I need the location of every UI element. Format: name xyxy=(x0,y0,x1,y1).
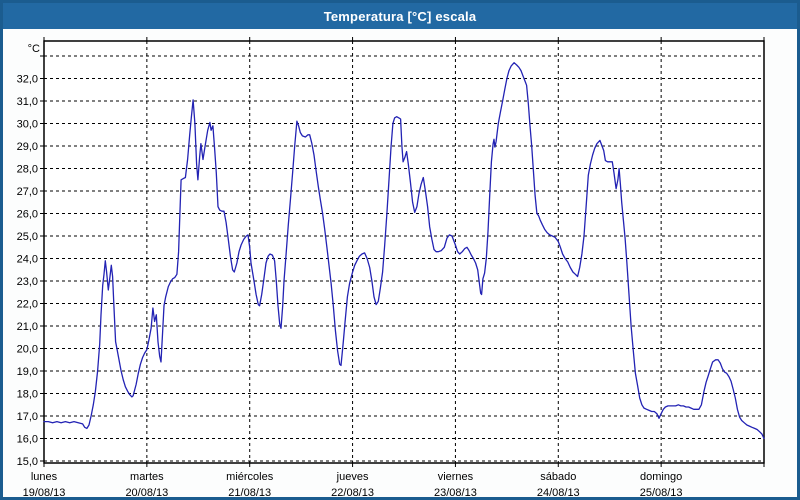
y-tick-label: 19,0 xyxy=(17,366,38,378)
plot-area xyxy=(44,41,764,463)
y-tick-label: 15,0 xyxy=(17,456,38,468)
day-date-label: 24/08/13 xyxy=(537,487,580,497)
plot-border xyxy=(43,40,765,464)
page-title: Temperatura [°C] escala xyxy=(323,8,477,24)
y-tick-label: 17,0 xyxy=(17,411,38,423)
y-tick-label: 16,0 xyxy=(17,434,38,446)
y-tick-label: 32,0 xyxy=(17,74,38,86)
y-tick-label: 26,0 xyxy=(17,209,38,221)
y-tick-label: 24,0 xyxy=(17,254,38,266)
y-tick-label: 21,0 xyxy=(17,321,38,333)
day-name-label: lunes xyxy=(31,471,58,483)
y-tick-label: 30,0 xyxy=(17,119,38,131)
day-date-label: 22/08/13 xyxy=(331,487,374,497)
y-tick-label: 29,0 xyxy=(17,141,38,153)
y-tick-label: 28,0 xyxy=(17,164,38,176)
day-name-label: jueves xyxy=(336,471,369,483)
y-tick-label: 18,0 xyxy=(17,389,38,401)
day-name-label: martes xyxy=(130,471,164,483)
day-date-label: 25/08/13 xyxy=(640,487,683,497)
day-name-label: domingo xyxy=(640,471,682,483)
day-date-label: 23/08/13 xyxy=(434,487,477,497)
y-tick-label: 23,0 xyxy=(17,276,38,288)
title-bar: Temperatura [°C] escala xyxy=(3,3,797,29)
y-tick-label: 31,0 xyxy=(17,96,38,108)
y-tick-label: 20,0 xyxy=(17,344,38,356)
y-tick-label: 27,0 xyxy=(17,186,38,198)
y-unit-label: °C xyxy=(28,43,40,55)
day-date-label: 20/08/13 xyxy=(125,487,168,497)
y-tick-label: 22,0 xyxy=(17,299,38,311)
temperature-line xyxy=(43,62,765,440)
day-date-label: 19/08/13 xyxy=(23,487,66,497)
day-name-label: sábado xyxy=(540,471,576,483)
day-name-label: miércoles xyxy=(226,471,274,483)
day-date-label: 21/08/13 xyxy=(228,487,271,497)
day-name-label: viernes xyxy=(438,471,474,483)
temperature-chart: 15,0 16,0 17,0 18,0 19,0 20,0 21,0 22,0 23,0 24,0… xyxy=(17,37,765,497)
y-tick-label: 25,0 xyxy=(17,231,38,243)
